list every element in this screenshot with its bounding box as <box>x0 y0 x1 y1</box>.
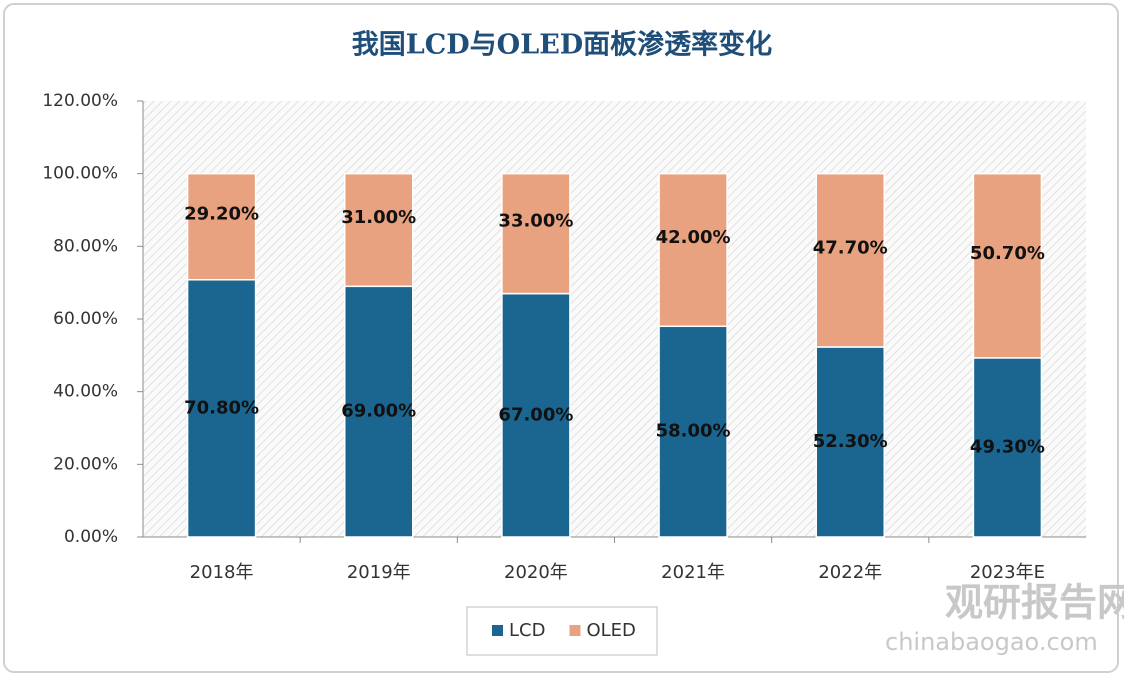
value-label: 70.80% <box>184 397 259 418</box>
y-tick-label: 120.00% <box>42 91 118 111</box>
value-label: 47.70% <box>813 237 888 258</box>
watermark-name: 观研报告网 <box>945 581 1124 625</box>
y-tick-label: 20.00% <box>53 454 118 474</box>
bar-segment <box>815 172 885 348</box>
legend-swatch <box>492 625 503 636</box>
plot-area <box>143 101 1086 537</box>
bar-segment <box>815 346 885 538</box>
x-tick-label: 2023年E <box>970 562 1045 583</box>
chart-title: 我国LCD与OLED面板渗透率变化 <box>352 29 772 61</box>
value-label: 49.30% <box>970 436 1045 457</box>
value-label: 58.00% <box>656 421 731 442</box>
x-tick-label: 2020年 <box>504 562 568 583</box>
y-tick-label: 40.00% <box>53 382 118 402</box>
bar-segment <box>501 292 571 538</box>
watermark-url: chinabaogao.com <box>885 628 1098 656</box>
value-label: 31.00% <box>341 207 416 228</box>
y-tick-label: 60.00% <box>53 309 118 329</box>
legend-label: OLED <box>586 620 635 641</box>
bar-segment <box>344 172 414 288</box>
bar-segment <box>972 172 1043 359</box>
value-label: 67.00% <box>498 404 573 425</box>
value-label: 33.00% <box>498 211 573 232</box>
bar-segment <box>658 172 728 328</box>
legend-label: LCD <box>509 620 545 641</box>
bar-segment <box>658 325 728 538</box>
bar-segment <box>344 285 414 538</box>
value-label: 69.00% <box>341 401 416 422</box>
x-tick-label: 2019年 <box>347 562 411 583</box>
value-label: 29.20% <box>184 204 259 225</box>
bar-segment <box>186 172 257 281</box>
x-tick-label: 2021年 <box>661 562 725 583</box>
bar-segment <box>501 172 571 295</box>
x-tick-label: 2022年 <box>818 562 882 583</box>
value-label: 42.00% <box>656 227 731 248</box>
y-tick-label: 80.00% <box>53 236 118 256</box>
y-tick-label: 100.00% <box>42 164 118 184</box>
y-tick-label: 0.00% <box>64 527 118 547</box>
legend-swatch <box>569 625 581 636</box>
value-label: 52.30% <box>813 431 888 452</box>
value-label: 50.70% <box>970 243 1045 264</box>
x-tick-label: 2018年 <box>190 562 254 583</box>
